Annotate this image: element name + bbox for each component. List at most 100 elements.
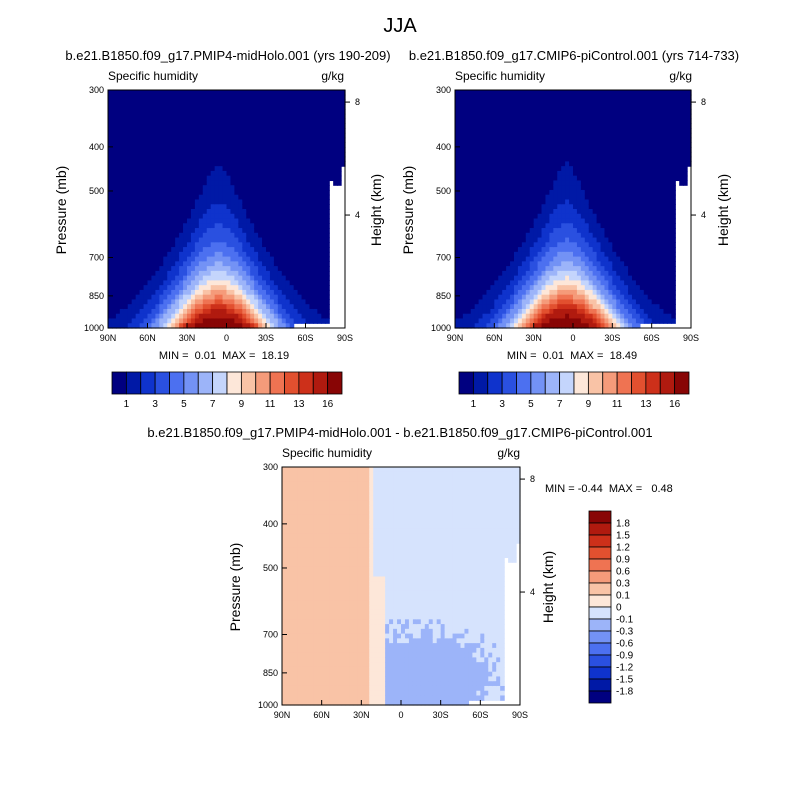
field-cell <box>238 95 243 100</box>
field-cell <box>140 128 145 133</box>
field-cell <box>561 119 566 124</box>
field-cell <box>601 219 606 224</box>
field-cell <box>128 266 133 271</box>
field-cell <box>171 261 176 266</box>
field-cell <box>294 318 299 323</box>
field-cell <box>510 166 515 171</box>
field-cell <box>211 147 216 152</box>
field-cell <box>246 123 251 128</box>
field-cell <box>191 238 196 243</box>
field-cell <box>207 318 212 323</box>
field-cell <box>549 309 554 314</box>
field-cell <box>128 180 133 185</box>
field-cell <box>223 142 228 147</box>
field-cell <box>486 233 491 238</box>
field-cell <box>302 166 307 171</box>
field-cell <box>227 309 232 314</box>
field-cell <box>227 233 232 238</box>
field-cell <box>151 195 156 200</box>
field-cell <box>483 109 488 114</box>
field-cell <box>538 252 543 257</box>
field-cell <box>494 304 499 309</box>
field-cell <box>577 114 582 119</box>
field-cell <box>163 100 168 105</box>
field-cell <box>246 252 251 257</box>
field-cell <box>518 209 523 214</box>
field-cell <box>325 214 330 219</box>
field-cell <box>333 166 338 171</box>
field-cell <box>179 171 184 176</box>
field-cell <box>302 299 307 304</box>
field-cell <box>321 157 326 162</box>
field-cell <box>306 171 311 176</box>
field-cell <box>254 180 259 185</box>
field-cell <box>601 195 606 200</box>
field-cell <box>313 166 318 171</box>
field-cell <box>490 304 495 309</box>
field-cell <box>223 180 228 185</box>
field-cell <box>530 199 535 204</box>
field-cell <box>486 190 491 195</box>
field-cell <box>471 114 476 119</box>
field-cell <box>151 238 156 243</box>
field-cell <box>553 199 558 204</box>
field-cell <box>207 171 212 176</box>
field-cell <box>151 133 156 138</box>
field-cell <box>321 318 326 323</box>
field-cell <box>317 271 322 276</box>
field-cell <box>534 266 539 271</box>
field-cell <box>538 123 543 128</box>
field-cell <box>530 304 535 309</box>
field-cell <box>282 104 287 109</box>
field-cell <box>171 190 176 195</box>
field-cell <box>234 123 239 128</box>
field-cell <box>302 295 307 300</box>
field-cell <box>561 209 566 214</box>
field-cell <box>329 119 334 124</box>
field-cell <box>526 285 531 290</box>
field-cell <box>258 276 263 281</box>
field-cell <box>463 142 468 147</box>
field-cell <box>282 147 287 152</box>
field-cell <box>151 199 156 204</box>
field-cell <box>262 266 267 271</box>
field-cell <box>337 128 342 133</box>
field-cell <box>187 195 192 200</box>
field-cell <box>479 123 484 128</box>
field-cell <box>561 195 566 200</box>
field-cell <box>246 180 251 185</box>
field-cell <box>604 271 609 276</box>
field-cell <box>148 314 153 319</box>
field-cell <box>294 161 299 166</box>
field-cell <box>112 133 117 138</box>
field-cell <box>608 261 613 266</box>
field-cell <box>140 247 145 252</box>
field-cell <box>577 276 582 281</box>
field-cell <box>250 238 255 243</box>
field-cell <box>553 219 558 224</box>
field-cell <box>294 166 299 171</box>
field-cell <box>565 304 570 309</box>
field-cell <box>250 142 255 147</box>
field-cell <box>597 295 602 300</box>
field-cell <box>526 142 531 147</box>
field-cell <box>124 280 129 285</box>
field-cell <box>207 138 212 143</box>
field-cell <box>581 261 586 266</box>
field-cell <box>302 238 307 243</box>
field-cell <box>545 238 550 243</box>
field-cell <box>514 119 519 124</box>
field-cell <box>608 214 613 219</box>
field-cell <box>306 280 311 285</box>
field-cell <box>179 228 184 233</box>
field-cell <box>483 152 488 157</box>
field-cell <box>577 257 582 262</box>
field-cell <box>506 314 511 319</box>
field-cell <box>132 233 137 238</box>
field-cell <box>561 223 566 228</box>
field-cell <box>455 209 460 214</box>
field-cell <box>227 285 232 290</box>
field-cell <box>577 271 582 276</box>
field-cell <box>250 257 255 262</box>
field-cell <box>601 133 606 138</box>
